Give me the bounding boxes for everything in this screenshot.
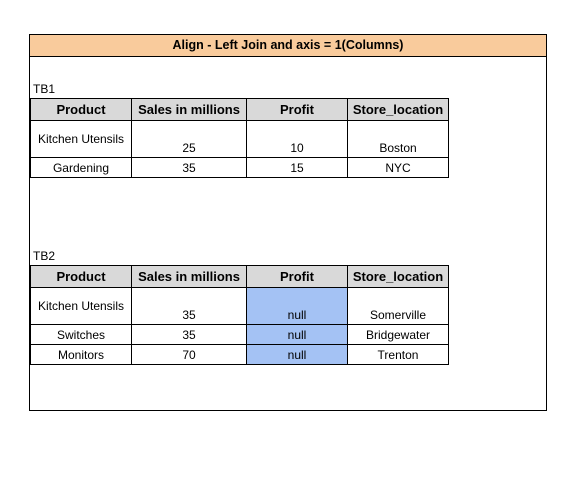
cell-profit: 15 [246, 157, 348, 178]
cell-sales: 35 [131, 287, 247, 325]
cell-profit-null: null [246, 324, 348, 345]
tb1-header-profit: Profit [246, 98, 348, 121]
cell-store: Boston [347, 120, 449, 158]
title-banner: Align - Left Join and axis = 1(Columns) [30, 35, 546, 57]
tb2-header-sales: Sales in millions [131, 265, 247, 288]
cell-profit-null: null [246, 344, 348, 365]
table-row: Monitors 70 null Trenton [30, 344, 449, 365]
cell-product: Monitors [30, 344, 132, 365]
cell-sales: 35 [131, 324, 247, 345]
tb2-header-row: Product Sales in millions Profit Store_l… [30, 265, 449, 288]
tb2-header-store: Store_location [347, 265, 449, 288]
cell-store: Somerville [347, 287, 449, 325]
table-row: Kitchen Utensils 35 null Somerville [30, 287, 449, 325]
tb1-header-sales: Sales in millions [131, 98, 247, 121]
cell-sales: 25 [131, 120, 247, 158]
tb1-header-product: Product [30, 98, 132, 121]
cell-product: Switches [30, 324, 132, 345]
cell-profit: 10 [246, 120, 348, 158]
tb1-header-store: Store_location [347, 98, 449, 121]
table-row: Gardening 35 15 NYC [30, 157, 449, 178]
table-row: Switches 35 null Bridgewater [30, 324, 449, 345]
tb2-header-profit: Profit [246, 265, 348, 288]
cell-product: Gardening [30, 157, 132, 178]
cell-sales: 35 [131, 157, 247, 178]
cell-product: Kitchen Utensils [30, 287, 132, 325]
cell-sales: 70 [131, 344, 247, 365]
tb1-header-row: Product Sales in millions Profit Store_l… [30, 98, 449, 121]
cell-profit-null: null [246, 287, 348, 325]
tb2-header-product: Product [30, 265, 132, 288]
cell-store: Trenton [347, 344, 449, 365]
cell-store: NYC [347, 157, 449, 178]
tb2-table: Product Sales in millions Profit Store_l… [30, 265, 449, 365]
table-row: Kitchen Utensils 25 10 Boston [30, 120, 449, 158]
tb1-table: Product Sales in millions Profit Store_l… [30, 98, 449, 178]
sheet-frame: Align - Left Join and axis = 1(Columns) … [29, 34, 547, 411]
tb2-label: TB2 [33, 249, 56, 263]
cell-store: Bridgewater [347, 324, 449, 345]
tb1-label: TB1 [33, 82, 56, 96]
cell-product: Kitchen Utensils [30, 120, 132, 158]
